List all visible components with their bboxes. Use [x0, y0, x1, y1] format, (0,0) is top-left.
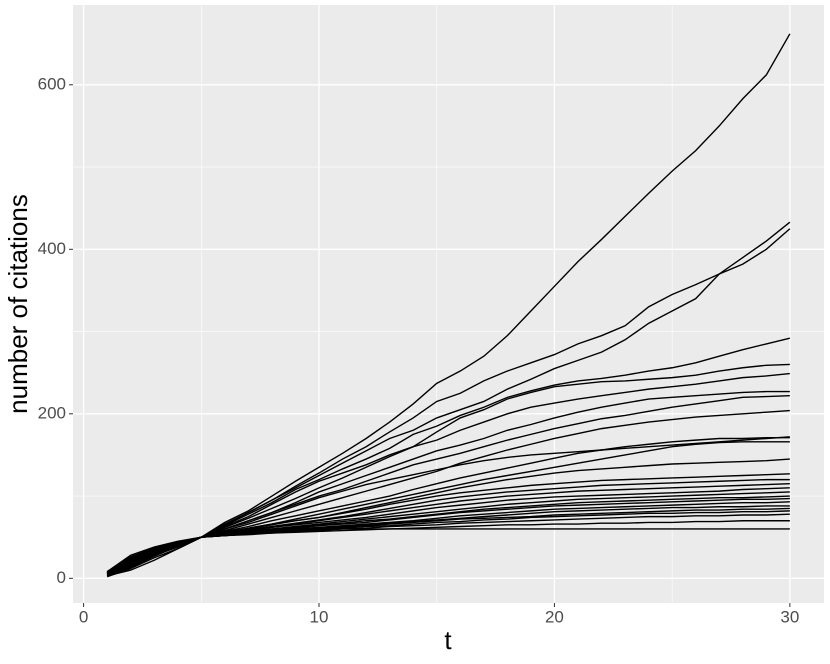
y-tick-label: 0 [57, 568, 66, 587]
y-axis-title: number of citations [3, 194, 33, 414]
series-line [106, 528, 790, 575]
x-tick-label: 0 [79, 607, 88, 626]
series-line [106, 372, 790, 576]
y-tick-label: 200 [38, 403, 66, 422]
x-tick-label: 10 [310, 607, 329, 626]
y-tick-label: 400 [38, 239, 66, 258]
y-tick-label: 600 [38, 74, 66, 93]
series-line [106, 436, 790, 576]
series-line [106, 221, 791, 577]
series-line [106, 33, 791, 575]
x-tick-label: 20 [545, 607, 564, 626]
x-axis-title: t [444, 625, 452, 655]
x-tick-label: 30 [780, 607, 799, 626]
